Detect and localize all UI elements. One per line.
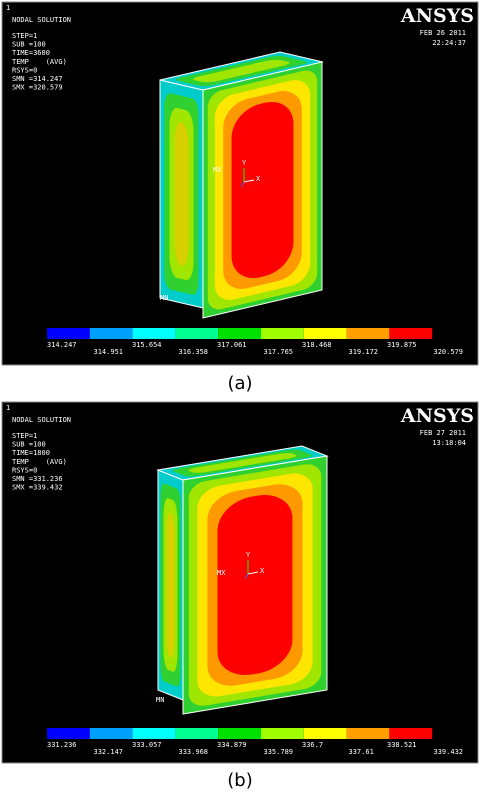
legend-value: 333.968	[179, 748, 209, 756]
legend-value: 315.654	[132, 341, 162, 349]
legend-value: 331.236	[47, 741, 77, 749]
info-line: RSYS=0	[12, 466, 37, 474]
legend-value: 319.875	[387, 341, 417, 349]
axis-y-label: Y	[242, 159, 247, 167]
info-line: TIME=1800	[12, 449, 50, 457]
legend-swatch	[89, 328, 133, 339]
info-line: SMN =331.236	[12, 475, 63, 483]
face	[183, 456, 327, 714]
legend-swatch	[47, 728, 90, 739]
edge	[183, 456, 327, 714]
legend-value: 320.579	[434, 348, 464, 356]
axis-x	[243, 179, 255, 183]
legend-value: 335.789	[264, 748, 294, 756]
axis-x	[247, 571, 259, 575]
contour	[174, 122, 189, 266]
legend-swatch	[346, 728, 390, 739]
legend-swatch	[261, 728, 304, 739]
legend-value: 314.247	[47, 341, 77, 349]
info-line: SMX =339.432	[12, 484, 63, 492]
date: FEB 27 2011	[420, 429, 466, 437]
legend-swatch	[175, 328, 219, 339]
legend-swatch	[389, 728, 433, 739]
legend-value: 333.057	[132, 741, 162, 749]
plot-title: NODAL SOLUTION	[12, 16, 71, 24]
max-label: MX	[217, 569, 226, 577]
legend-swatch	[303, 328, 347, 339]
logo: ANSYS	[400, 5, 474, 27]
legend-value: 316.358	[179, 348, 209, 356]
info-line: SMN =314.247	[12, 75, 63, 83]
info-line: SMX =320.579	[12, 84, 63, 92]
face	[158, 470, 183, 700]
legend-value: 318.468	[302, 341, 332, 349]
legend-value: 337.61	[349, 748, 374, 756]
time: 13:18:04	[432, 439, 466, 447]
info-line: STEP=1	[12, 432, 37, 440]
info-line: TIME=3600	[12, 49, 50, 57]
legend-value: 338.521	[387, 741, 417, 749]
axis-z	[240, 181, 245, 188]
legend-swatch	[218, 728, 261, 739]
legend-swatch	[389, 328, 433, 339]
legend-swatch	[261, 328, 304, 339]
info-line: RSYS=0	[12, 66, 37, 74]
legend-value: 332.147	[94, 748, 124, 756]
info-line: SUB =100	[12, 41, 46, 49]
window-index: 1	[6, 4, 10, 12]
legend-value: 317.765	[264, 348, 294, 356]
caption: (b)	[227, 770, 252, 791]
legend-value: 336.7	[302, 741, 323, 749]
legend-swatch	[218, 328, 261, 339]
min-label: MN	[156, 696, 164, 704]
axis-x-label: X	[260, 567, 265, 575]
legend-value: 319.172	[349, 348, 379, 356]
legend-value: 317.061	[217, 341, 247, 349]
edge	[203, 62, 322, 318]
legend-swatch	[175, 728, 219, 739]
legend-value: 339.432	[434, 748, 464, 756]
face	[160, 52, 323, 90]
face	[203, 62, 322, 318]
face	[160, 80, 203, 308]
max-label: MX	[213, 166, 222, 174]
info-line: STEP=1	[12, 32, 37, 40]
legend-value: 334.879	[217, 741, 247, 749]
contour	[231, 101, 294, 279]
contour	[217, 495, 293, 675]
contour	[193, 59, 290, 83]
legend-swatch	[346, 328, 390, 339]
caption: (a)	[227, 373, 252, 394]
axis-x-label: X	[256, 175, 261, 183]
min-label: MN	[160, 294, 168, 302]
legend-swatch	[47, 328, 90, 339]
face	[158, 446, 327, 480]
legend-swatch	[132, 728, 176, 739]
contour	[188, 453, 297, 473]
legend-value: 314.951	[94, 348, 124, 356]
axis-y-label: Y	[246, 551, 251, 559]
logo: ANSYS	[400, 405, 474, 427]
axis-z	[244, 573, 249, 580]
plot-title: NODAL SOLUTION	[12, 416, 71, 424]
info-line: SUB =100	[12, 441, 46, 449]
legend-swatch	[89, 728, 133, 739]
date: FEB 26 2011	[420, 29, 466, 37]
legend-swatch	[303, 728, 347, 739]
info-line: TEMP (AVG)	[12, 58, 67, 66]
info-line: TEMP (AVG)	[12, 458, 67, 466]
time: 22:24:37	[432, 39, 466, 47]
contour	[166, 512, 175, 658]
legend-swatch	[132, 328, 176, 339]
window-index: 1	[6, 404, 10, 412]
